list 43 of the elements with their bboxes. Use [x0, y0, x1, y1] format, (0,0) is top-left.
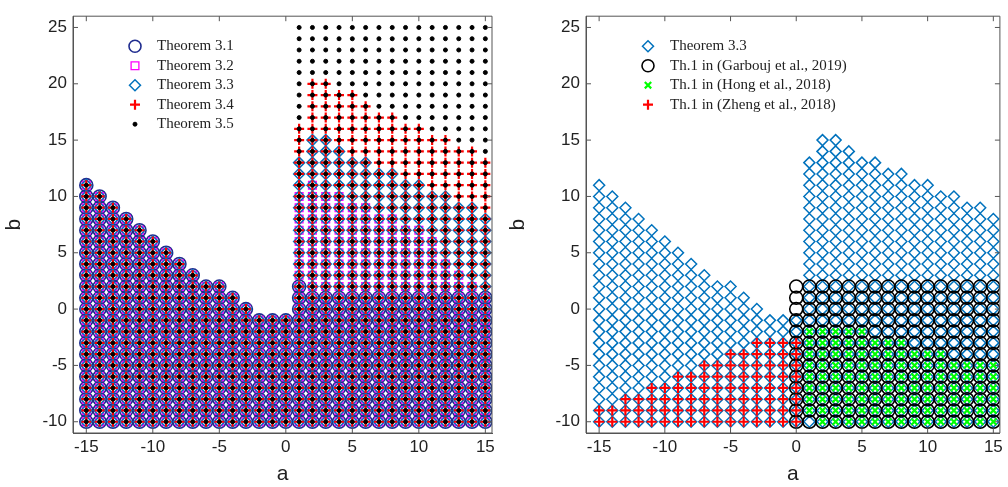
x-tick-label: 10 — [409, 436, 429, 456]
x-tick-label: -10 — [652, 436, 678, 456]
x-tick-label: -15 — [586, 436, 612, 456]
x-tick-label: 15 — [475, 436, 495, 456]
y-tick-label: 25 — [48, 17, 67, 37]
x-tick-label: -5 — [211, 436, 227, 456]
x-tick-label: 10 — [918, 436, 938, 456]
x-tick-label: -15 — [74, 436, 99, 456]
x-tick-label: -5 — [722, 436, 739, 456]
x-tick-label: 0 — [281, 436, 291, 456]
legend-label: Theorem 3.3 — [670, 37, 747, 54]
legend-label: Theorem 3.5 — [157, 115, 234, 132]
x-axis-title: a — [787, 461, 800, 485]
y-tick-label: 10 — [561, 186, 580, 206]
x-tick-label: 0 — [791, 436, 801, 456]
x-axis-title: a — [276, 461, 289, 485]
legend-label: Theorem 3.3 — [157, 76, 234, 93]
y-tick-label: 15 — [48, 129, 67, 149]
y-tick-label: 0 — [570, 298, 580, 318]
x-tick-label: 5 — [347, 436, 358, 456]
x-tick-label: -10 — [140, 436, 166, 456]
y-tick-label: 5 — [57, 242, 67, 262]
y-tick-label: 0 — [57, 298, 67, 318]
y-tick-label: 20 — [48, 73, 67, 93]
legend-label: Th.1 in (Zheng et al., 2018) — [670, 95, 836, 113]
y-tick-label: 5 — [570, 242, 580, 262]
y-tick-label: -5 — [564, 355, 580, 375]
legend-label: Theorem 3.2 — [157, 56, 234, 73]
legend-label: Theorem 3.1 — [157, 37, 234, 54]
y-tick-label: -10 — [555, 411, 580, 431]
y-tick-label: 25 — [561, 17, 580, 37]
x-tick-label: 5 — [857, 436, 867, 456]
x-tick-label: 15 — [983, 436, 1003, 456]
legend-label: Th.1 in (Hong et al., 2018) — [670, 76, 831, 94]
y-tick-label: 15 — [561, 129, 580, 149]
y-tick-label: -5 — [51, 355, 67, 375]
y-axis-title: b — [505, 218, 529, 231]
y-tick-label: 10 — [48, 186, 67, 206]
y-axis-title: b — [1, 218, 25, 231]
y-tick-label: 20 — [561, 73, 580, 93]
legend-label: Th.1 in (Garbouj et al., 2019) — [670, 56, 847, 74]
legend-label: Theorem 3.4 — [157, 95, 235, 112]
y-tick-label: -10 — [42, 411, 67, 431]
